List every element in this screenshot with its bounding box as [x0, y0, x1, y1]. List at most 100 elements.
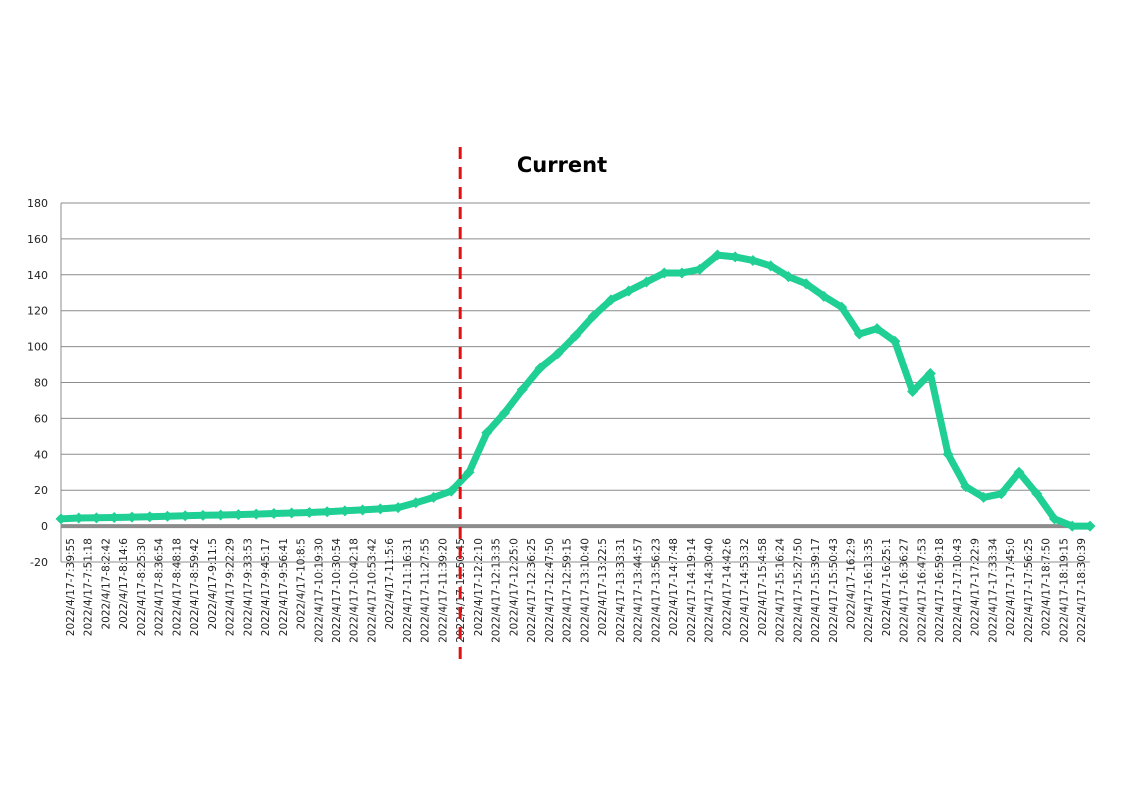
data-point — [836, 301, 848, 313]
data-point — [942, 448, 954, 460]
data-point — [126, 511, 138, 523]
x-tick-label: 2022/4/17-9:22:29 — [225, 538, 237, 636]
x-tick-label: 2022/4/17-14:19:14 — [686, 538, 698, 643]
y-tick-label: 120 — [27, 305, 48, 318]
x-tick-label: 2022/4/17-8:48:18 — [171, 538, 183, 636]
y-tick-label: 100 — [27, 341, 48, 354]
data-point — [197, 509, 209, 521]
data-point — [640, 276, 652, 288]
x-tick-label: 2022/4/17-12:2:10 — [473, 538, 485, 636]
x-tick-label: 2022/4/17-14:53:32 — [739, 538, 751, 643]
x-tick-label: 2022/4/17-11:5:6 — [384, 538, 396, 630]
data-point — [978, 491, 990, 503]
data-point — [711, 249, 723, 261]
x-tick-label: 2022/4/17-13:10:40 — [579, 538, 591, 643]
data-point — [73, 512, 85, 524]
data-point — [286, 507, 298, 519]
data-point — [428, 491, 440, 503]
x-tick-label: 2022/4/17-11:27:55 — [420, 538, 432, 643]
data-point — [108, 511, 120, 523]
x-tick-label: 2022/4/17-7:51:18 — [83, 538, 95, 636]
y-tick-label: 20 — [34, 484, 48, 497]
x-tick-label: 2022/4/17-13:33:31 — [615, 538, 627, 643]
x-tick-label: 2022/4/17-12:47:50 — [544, 538, 556, 643]
data-point — [303, 506, 315, 518]
x-tick-label: 2022/4/17-10:8:5 — [296, 538, 308, 629]
series-line — [57, 251, 1094, 530]
data-point — [481, 427, 493, 439]
data-point — [144, 511, 156, 523]
x-tick-label: 2022/4/17-8:59:42 — [189, 538, 201, 636]
x-tick-label: 2022/4/17-15:4:58 — [757, 538, 769, 636]
y-tick-label: 140 — [27, 269, 48, 282]
data-point — [605, 294, 617, 306]
x-tick-label: 2022/4/17-9:11:5 — [207, 538, 219, 629]
data-point — [534, 362, 546, 374]
x-tick-label: 2022/4/17-17:22:9 — [970, 538, 982, 636]
data-point — [960, 481, 972, 493]
data-point — [800, 278, 812, 290]
data-point — [374, 503, 386, 515]
data-point — [410, 497, 422, 509]
x-tick-label: 2022/4/17-7:39:55 — [65, 538, 77, 636]
y-tick-label: 40 — [34, 448, 48, 461]
data-point — [321, 506, 333, 518]
data-point — [552, 348, 564, 360]
data-point — [90, 512, 102, 524]
x-tick-label: 2022/4/17-8:2:42 — [100, 538, 112, 629]
x-tick-label: 2022/4/17-14:7:48 — [668, 538, 680, 636]
x-tick-label: 2022/4/17-10:19:30 — [313, 538, 325, 643]
y-tick-label: 180 — [27, 197, 48, 210]
gridlines — [61, 202, 1090, 563]
data-point — [676, 267, 688, 279]
x-tick-label: 2022/4/17-16:59:18 — [934, 538, 946, 643]
x-tick-label: 2022/4/17-16:25:1 — [881, 538, 893, 636]
y-axis-tick-labels: -20 0 20 40 60 80 100 120 140 160 180 — [27, 197, 48, 569]
data-point — [268, 508, 280, 520]
data-point — [694, 263, 706, 275]
x-tick-label: 2022/4/17-11:16:31 — [402, 538, 414, 643]
data-point — [907, 385, 919, 397]
data-point — [570, 330, 581, 342]
data-point — [889, 335, 901, 347]
data-point — [232, 509, 244, 521]
data-point — [179, 510, 191, 522]
x-tick-label: 2022/4/17-12:59:15 — [562, 538, 574, 643]
y-tick-label: 60 — [34, 412, 48, 425]
x-tick-label: 2022/4/17-17:10:43 — [952, 538, 964, 643]
data-point — [658, 267, 670, 279]
data-point — [623, 285, 635, 297]
data-point — [339, 505, 351, 517]
x-tick-label: 2022/4/17-13:56:23 — [650, 538, 662, 643]
x-tick-label: 2022/4/17-13:22:5 — [597, 538, 609, 636]
data-point — [516, 384, 528, 396]
x-tick-label: 2022/4/17-9:33:53 — [242, 538, 254, 636]
data-point — [392, 502, 404, 514]
data-point — [215, 509, 227, 521]
x-tick-label: 2022/4/17-12:25:0 — [508, 538, 520, 636]
x-tick-label: 2022/4/17-10:53:42 — [366, 538, 378, 643]
x-tick-label: 2022/4/17-16:36:27 — [899, 538, 911, 643]
data-point — [1031, 488, 1043, 500]
data-point — [250, 508, 262, 520]
x-tick-label: 2022/4/17-16:47:53 — [916, 538, 928, 643]
x-tick-label: 2022/4/17-8:36:54 — [154, 538, 166, 636]
x-axis-tick-labels: 2022/4/17-7:39:55 2022/4/17-7:51:18 2022/4… — [65, 538, 1088, 643]
data-point — [765, 260, 777, 272]
x-tick-label: 2022/4/17-16:13:35 — [863, 538, 875, 643]
series-current — [55, 249, 1096, 532]
x-tick-label: 2022/4/17-11:39:20 — [437, 538, 449, 643]
data-point — [924, 368, 936, 380]
data-point — [729, 251, 741, 263]
y-tick-label: -20 — [30, 556, 48, 569]
data-point — [853, 328, 865, 340]
chart-title: Current — [517, 153, 607, 177]
x-tick-label: 2022/4/17-12:36:25 — [526, 538, 538, 643]
x-tick-label: 2022/4/17-18:7:50 — [1041, 538, 1053, 636]
data-point — [1013, 466, 1025, 478]
x-tick-label: 2022/4/17-17:56:25 — [1023, 538, 1035, 643]
data-point — [463, 466, 475, 478]
x-tick-label: 2022/4/17-10:30:54 — [331, 538, 343, 643]
x-tick-label: 2022/4/17-14:30:40 — [704, 538, 716, 643]
